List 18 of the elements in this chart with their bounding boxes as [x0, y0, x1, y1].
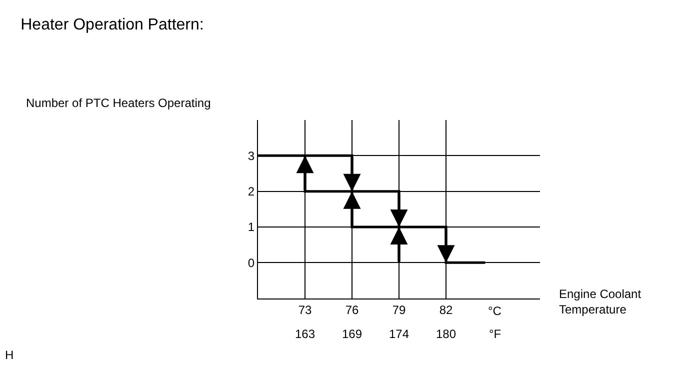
y-axis-title: Number of PTC Heaters Operating	[26, 96, 211, 110]
x-tick-label: 79	[392, 302, 406, 317]
x-tick-label: 76	[345, 302, 359, 317]
x-tick-label: 82	[439, 302, 453, 317]
text: H	[5, 348, 14, 362]
x2-tick-label: 163	[294, 327, 316, 341]
x-axis-title: Engine Coolant Temperature	[559, 287, 642, 317]
y-tick-label: 3	[248, 148, 255, 163]
text: Heater Operation Pattern:	[20, 16, 204, 34]
y-tick-label: 2	[248, 184, 255, 199]
x2-tick-label: 174	[388, 327, 410, 341]
text: °C	[488, 304, 502, 318]
text: °F	[489, 327, 502, 341]
x2-tick-label: 180	[436, 327, 456, 341]
y-tick-label: 0	[248, 256, 255, 270]
y-tick-label: 1	[248, 220, 255, 234]
x-tick-label: 73	[298, 302, 312, 317]
x2-tick-label: 169	[342, 327, 362, 341]
